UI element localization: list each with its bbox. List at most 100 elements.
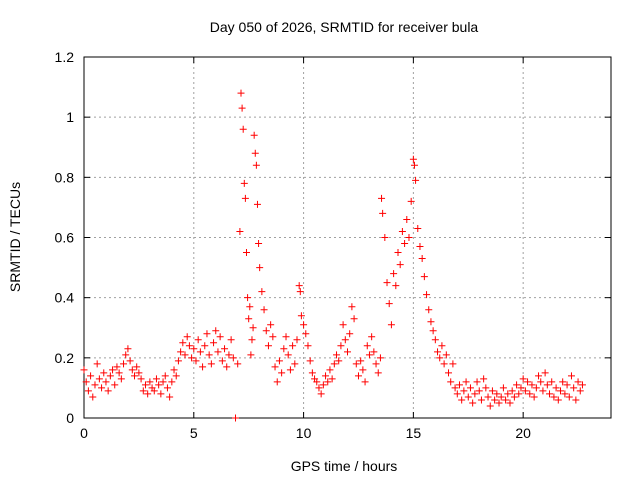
y-tick-label: 0.4 — [55, 290, 75, 306]
data-point — [438, 342, 446, 350]
data-point — [407, 197, 415, 205]
data-point — [271, 363, 279, 371]
data-point — [223, 363, 231, 371]
data-point — [451, 384, 459, 392]
data-point — [218, 357, 226, 365]
data-point — [546, 390, 554, 398]
data-point — [89, 393, 97, 401]
data-points — [80, 89, 586, 422]
data-point — [282, 333, 290, 341]
data-point — [469, 399, 477, 407]
data-point — [192, 357, 200, 365]
data-point — [247, 351, 255, 359]
data-point — [471, 390, 479, 398]
data-point — [229, 354, 237, 362]
data-point — [576, 387, 584, 395]
data-point — [330, 360, 338, 368]
data-point — [341, 336, 349, 344]
x-tick-label: 10 — [296, 425, 312, 441]
data-point — [427, 318, 435, 326]
data-point — [359, 366, 367, 374]
data-point — [326, 366, 334, 374]
data-point — [91, 381, 99, 389]
data-point — [453, 390, 461, 398]
x-tick-labels: 0 5 10 15 20 — [80, 425, 531, 441]
data-point — [328, 375, 336, 383]
data-point — [319, 381, 327, 389]
data-point — [524, 378, 532, 386]
data-point — [442, 351, 450, 359]
data-point — [530, 393, 538, 401]
data-point — [139, 387, 147, 395]
data-point — [385, 300, 393, 308]
data-point — [251, 149, 259, 157]
data-point — [172, 372, 180, 380]
y-tick-label: 0.6 — [55, 230, 75, 246]
data-point — [113, 363, 121, 371]
x-tick-label: 20 — [515, 425, 531, 441]
data-point — [234, 360, 242, 368]
data-point — [445, 369, 453, 377]
data-point — [521, 387, 529, 395]
data-point — [306, 357, 314, 365]
data-point — [414, 224, 422, 232]
data-point — [405, 234, 413, 241]
data-point — [284, 351, 292, 359]
data-point — [506, 399, 514, 407]
data-point — [565, 393, 573, 401]
data-point — [157, 390, 165, 398]
data-point — [297, 312, 305, 320]
data-point — [346, 330, 354, 338]
data-point — [528, 381, 536, 389]
data-point — [248, 336, 256, 344]
data-point — [225, 351, 233, 359]
data-point — [296, 288, 304, 296]
data-point — [256, 264, 264, 272]
data-point — [464, 393, 472, 401]
data-point — [396, 261, 404, 269]
data-point — [131, 372, 139, 380]
data-point — [126, 357, 134, 365]
data-point — [267, 321, 275, 329]
data-point — [401, 240, 409, 248]
data-point — [499, 384, 507, 392]
data-point — [242, 249, 250, 257]
data-point — [269, 333, 277, 341]
data-point — [412, 176, 420, 184]
data-point — [550, 393, 558, 401]
data-point — [210, 339, 218, 347]
data-point — [183, 333, 191, 341]
data-point — [87, 372, 95, 380]
data-point — [535, 372, 543, 380]
data-point — [473, 378, 481, 386]
data-point — [539, 387, 547, 395]
data-point — [543, 381, 551, 389]
data-point — [227, 336, 235, 344]
data-point — [508, 387, 516, 395]
data-point — [556, 387, 564, 395]
data-point — [480, 375, 488, 383]
data-point — [361, 378, 369, 386]
data-point — [194, 336, 202, 344]
data-point — [350, 315, 358, 323]
data-point — [333, 351, 341, 359]
data-point — [482, 384, 490, 392]
data-point — [410, 161, 418, 169]
data-point — [304, 342, 312, 350]
data-point — [260, 306, 268, 314]
data-point — [387, 321, 395, 329]
data-point — [201, 342, 209, 350]
data-point — [390, 270, 398, 278]
data-point — [324, 378, 332, 386]
data-point — [484, 393, 492, 401]
data-point — [240, 179, 248, 187]
data-point — [510, 393, 518, 401]
data-point — [552, 384, 560, 392]
data-point — [177, 348, 185, 356]
data-point — [315, 384, 323, 392]
data-point — [280, 345, 288, 353]
data-point — [434, 348, 442, 356]
data-point — [238, 104, 246, 112]
data-point — [216, 333, 224, 341]
